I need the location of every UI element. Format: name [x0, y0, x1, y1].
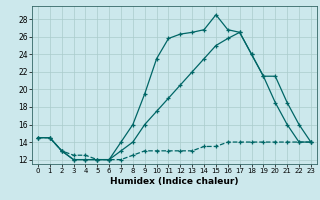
- X-axis label: Humidex (Indice chaleur): Humidex (Indice chaleur): [110, 177, 239, 186]
